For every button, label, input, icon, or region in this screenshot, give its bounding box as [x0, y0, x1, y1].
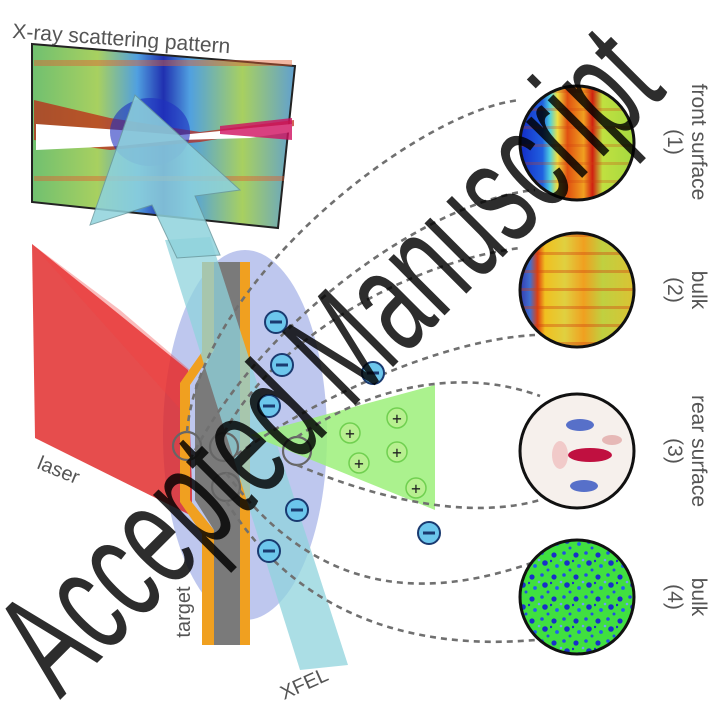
panel-1-index: (1) — [663, 129, 686, 155]
svg-text:+: + — [345, 424, 355, 443]
xfel-arrow — [89, 94, 242, 259]
electron-minus-icon — [270, 353, 294, 377]
panel-4-name: bulk — [687, 578, 710, 617]
panel-3-name: rear surface — [687, 395, 710, 507]
electron-minus-icon — [257, 394, 281, 418]
panel-3-index: (3) — [663, 438, 686, 464]
xfel-beam — [165, 237, 348, 670]
svg-text:+: + — [411, 479, 421, 498]
panel-bulk-lower — [518, 538, 636, 656]
dashed-connectors — [185, 98, 541, 644]
electron-group — [257, 310, 441, 563]
ion-plus-icon: + — [339, 422, 361, 444]
ion-plus-icon: + — [348, 452, 370, 474]
panel-2-index: (2) — [663, 277, 686, 303]
panel-front-surface — [518, 84, 636, 202]
panel-2-name: bulk — [687, 271, 710, 310]
svg-text:+: + — [354, 454, 364, 473]
svg-text:+: + — [392, 409, 402, 428]
target-label: target — [173, 586, 195, 638]
laser-beam — [32, 244, 192, 516]
panel-bulk-upper — [518, 231, 636, 349]
electron-minus-icon — [417, 521, 441, 545]
svg-text:+: + — [392, 443, 402, 462]
ion-plus-icon: + — [386, 441, 408, 463]
electron-minus-icon — [361, 361, 385, 385]
panel-1-name: front surface — [687, 84, 710, 201]
electron-minus-icon — [257, 539, 281, 563]
electron-minus-icon — [264, 310, 288, 334]
ion-plus-icon: + — [386, 407, 408, 429]
ion-plus-icon: + — [405, 477, 427, 499]
ion-group: + + + + + — [339, 407, 427, 499]
xfel-label: XFEL — [277, 664, 332, 704]
panel-4-index: (4) — [663, 584, 686, 610]
panel-rear-surface — [518, 392, 636, 510]
electron-minus-icon — [285, 498, 309, 522]
